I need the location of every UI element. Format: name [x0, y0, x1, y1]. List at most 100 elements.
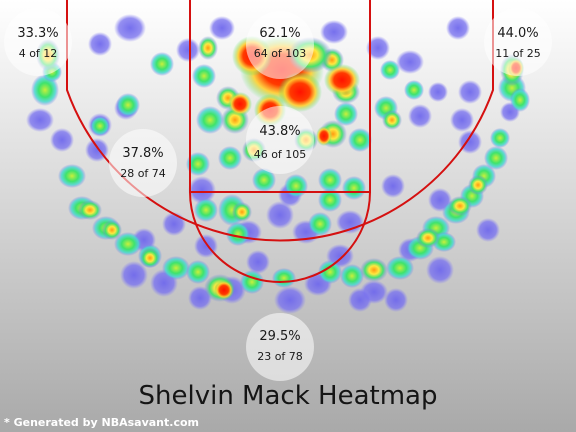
heat-blob-high — [360, 258, 388, 282]
heat-blob-mid — [348, 128, 372, 152]
heat-blob-mid — [318, 188, 342, 212]
heat-blob-mid — [194, 198, 218, 222]
heat-blob-mid — [404, 80, 424, 100]
zone-pct-label: 33.3% — [17, 26, 58, 41]
heat-blob-low — [348, 288, 372, 312]
heat-blob-mid — [340, 264, 364, 288]
heat-blob-mid — [186, 260, 210, 284]
heat-blob-mid — [380, 60, 400, 80]
zone-pct-label: 29.5% — [259, 329, 300, 344]
heat-blob-mid — [192, 64, 216, 88]
heat-blob-high — [102, 220, 122, 240]
heat-blob-mid — [510, 88, 530, 112]
zone-marker — [4, 8, 72, 76]
heat-blob-low — [396, 50, 424, 74]
heat-blob-hot — [278, 72, 322, 112]
zone-count-label: 11 of 25 — [495, 47, 541, 60]
zone-count-label: 28 of 74 — [120, 167, 166, 180]
heat-blob-low — [381, 174, 405, 198]
heat-blob-low — [176, 38, 200, 62]
zone-right-corner: 44.0% 11 of 25 — [484, 8, 552, 76]
heat-blob-low — [209, 16, 235, 40]
heat-blob-high — [78, 200, 102, 220]
zone-pct-label: 62.1% — [259, 26, 300, 41]
heat-blob-mid — [308, 212, 332, 236]
heat-blob-mid — [150, 52, 174, 76]
zone-above-break-three: 29.5% 23 of 78 — [246, 313, 314, 381]
heat-blob-high — [382, 110, 402, 130]
heat-blob-low — [320, 20, 348, 44]
heat-blob-low — [336, 210, 364, 234]
paint-key — [189, 0, 371, 193]
zone-count-label: 64 of 103 — [254, 47, 307, 60]
heat-blob-mid — [272, 268, 296, 288]
heat-blob-mid — [218, 146, 242, 170]
heat-blob-mid — [318, 260, 342, 284]
three-point-line — [66, 0, 494, 242]
heat-blob-hot — [316, 126, 332, 146]
heat-blob-mid — [196, 106, 224, 134]
heat-blob-low — [246, 250, 270, 274]
heat-blob-low — [408, 104, 432, 128]
zone-count-label: 23 of 78 — [257, 350, 303, 363]
heat-blob-high — [416, 228, 440, 248]
heat-blob-mid — [334, 102, 358, 126]
heat-blob-mid — [114, 232, 142, 256]
heat-blob-low — [120, 261, 148, 289]
zone-marker — [484, 8, 552, 76]
zone-pct-label: 43.8% — [259, 124, 300, 139]
heat-blob-hot — [214, 280, 234, 300]
zone-restricted-area: 62.1% 64 of 103 — [246, 11, 314, 79]
heat-blob-low — [428, 82, 448, 102]
zone-marker — [246, 313, 314, 381]
heat-blob-mid — [226, 222, 250, 246]
zone-marker — [246, 106, 314, 174]
heat-blob-low — [450, 108, 474, 132]
zone-marker — [246, 11, 314, 79]
court-lines — [66, 0, 494, 283]
heat-blob-low — [26, 108, 54, 132]
heat-blob-low — [162, 212, 186, 236]
chart-title: Shelvin Mack Heatmap — [138, 381, 438, 411]
heat-blob-mid — [342, 176, 366, 200]
free-throw-circle — [189, 191, 371, 283]
heat-blob-low — [266, 201, 294, 229]
zone-marker — [109, 129, 177, 197]
heat-blob-mid — [484, 146, 508, 170]
zone-paint: 43.8% 46 of 105 — [246, 106, 314, 174]
zone-left-corner: 33.3% 4 of 12 — [4, 8, 72, 76]
zone-mid-range: 37.8% 28 of 74 — [109, 129, 177, 197]
heat-blob-hot — [324, 64, 360, 96]
heat-blob-mid — [252, 168, 276, 192]
heat-blob-high — [468, 175, 488, 195]
heat-blob-low — [426, 256, 454, 284]
heat-blob-mid — [58, 164, 86, 188]
heat-blob-low — [366, 36, 390, 60]
heat-blob-mid — [90, 116, 110, 136]
heat-blob-low — [446, 16, 470, 40]
heat-blob-mid — [386, 256, 414, 280]
credit-footer: * Generated by NBAsavant.com — [4, 416, 199, 429]
heat-blob-low — [384, 288, 408, 312]
zone-labels: 33.3% 4 of 12 62.1% 64 of 103 44.0% 11 o… — [4, 8, 552, 381]
heat-blob-low — [88, 32, 112, 56]
heat-blob-mid — [162, 256, 190, 280]
heat-blob-low — [188, 176, 216, 204]
zone-pct-label: 44.0% — [497, 26, 538, 41]
heat-blob-high — [198, 36, 218, 60]
heat-blob-mid — [116, 93, 140, 117]
heat-blob-high — [232, 202, 252, 222]
heat-blob-hot — [228, 92, 252, 116]
heat-blob-mid — [318, 168, 342, 192]
heat-blob-low — [458, 130, 482, 154]
zone-pct-label: 37.8% — [122, 146, 163, 161]
zone-count-label: 4 of 12 — [19, 47, 58, 60]
heat-blob-low — [458, 80, 482, 104]
heat-blob-mid — [186, 152, 210, 176]
heat-blob-high — [140, 248, 160, 268]
heat-blob-high — [448, 196, 472, 216]
heat-blob-low — [50, 128, 74, 152]
heat-blob-low — [274, 286, 306, 314]
